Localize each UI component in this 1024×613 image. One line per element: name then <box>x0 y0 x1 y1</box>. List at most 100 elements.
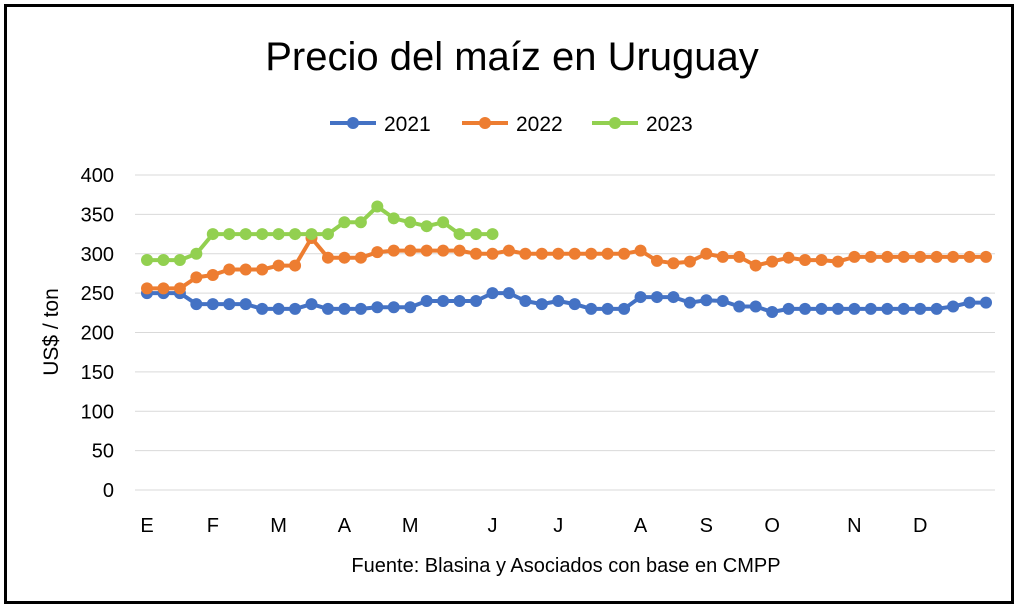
x-tick-label: S <box>700 515 713 537</box>
data-point <box>601 302 614 315</box>
data-point <box>239 263 252 276</box>
data-point <box>535 298 548 311</box>
data-point <box>354 216 367 229</box>
series-line <box>147 291 986 314</box>
data-point <box>683 296 696 309</box>
legend-label: 2023 <box>646 113 693 136</box>
data-point <box>256 302 269 315</box>
data-point <box>716 250 729 263</box>
data-point <box>980 296 992 309</box>
x-tick-label: M <box>402 515 419 537</box>
data-point <box>173 282 186 295</box>
data-point <box>321 228 334 241</box>
data-point <box>667 291 680 304</box>
data-point <box>650 291 663 304</box>
data-point <box>881 302 894 315</box>
data-point <box>206 269 219 282</box>
data-point <box>848 302 861 315</box>
data-point <box>947 300 960 313</box>
data-point <box>733 300 746 313</box>
data-point <box>453 228 466 241</box>
data-point <box>831 302 844 315</box>
data-point <box>387 301 400 314</box>
data-point <box>963 250 976 263</box>
y-tick-label: 400 <box>81 165 114 187</box>
data-point <box>831 255 844 268</box>
data-point <box>404 301 417 314</box>
data-point <box>223 298 236 311</box>
y-axis-ticks: 0 50 100 150 200 250 300 350 400 <box>81 165 114 502</box>
x-tick-label: J <box>487 515 497 537</box>
legend-swatch-marker <box>479 117 491 129</box>
data-point <box>453 244 466 257</box>
data-point <box>618 302 631 315</box>
data-point <box>173 254 186 267</box>
data-point <box>157 282 170 295</box>
data-point <box>749 259 762 272</box>
data-point <box>930 250 943 263</box>
data-point <box>914 250 927 263</box>
data-point <box>535 247 548 260</box>
series-line <box>147 204 493 263</box>
data-point <box>601 247 614 260</box>
data-point <box>980 250 992 263</box>
data-point <box>256 263 269 276</box>
legend: 2021 2022 2023 <box>330 113 693 136</box>
data-point <box>486 287 499 300</box>
x-tick-label: M <box>270 515 287 537</box>
legend-item-2023: 2023 <box>592 113 693 136</box>
data-point <box>782 251 795 264</box>
y-axis-label: US$ / ton <box>40 288 63 376</box>
x-tick-label: E <box>140 515 153 537</box>
data-point <box>667 257 680 270</box>
data-point <box>914 302 927 315</box>
data-point <box>453 295 466 307</box>
data-point <box>470 228 483 241</box>
data-point <box>321 302 334 315</box>
data-point <box>437 216 450 229</box>
data-point <box>305 228 318 241</box>
data-point <box>157 254 170 267</box>
source-note: Fuente: Blasina y Asociados con base en … <box>351 555 780 577</box>
data-point <box>420 295 433 307</box>
data-point <box>585 247 598 260</box>
data-point <box>700 247 713 260</box>
y-tick-label: 350 <box>81 204 114 226</box>
series-line <box>147 236 986 291</box>
data-point <box>930 302 943 315</box>
data-point <box>338 251 351 264</box>
y-tick-label: 150 <box>81 362 114 384</box>
gridlines <box>135 174 995 491</box>
data-point <box>897 250 910 263</box>
data-point <box>799 302 812 315</box>
data-point <box>815 302 828 315</box>
legend-item-2021: 2021 <box>330 113 431 136</box>
data-point <box>486 228 499 241</box>
data-point <box>141 254 153 267</box>
data-point <box>519 295 532 307</box>
data-point <box>470 247 483 260</box>
data-point <box>519 247 532 260</box>
data-point <box>799 254 812 267</box>
y-tick-label: 0 <box>103 480 114 502</box>
data-point <box>552 295 565 307</box>
data-point <box>766 306 779 319</box>
legend-swatch-marker <box>347 117 359 129</box>
data-point <box>749 300 762 313</box>
data-point <box>206 228 219 241</box>
legend-label: 2021 <box>384 113 431 136</box>
data-point <box>223 263 236 276</box>
data-point <box>848 250 861 263</box>
data-point <box>766 255 779 268</box>
data-point <box>650 254 663 267</box>
x-tick-label: A <box>338 515 352 537</box>
data-point <box>420 244 433 257</box>
data-point <box>634 291 647 304</box>
data-point <box>618 247 631 260</box>
data-point <box>289 259 302 272</box>
data-point <box>947 250 960 263</box>
data-point <box>305 298 318 311</box>
legend-label: 2022 <box>516 113 563 136</box>
data-point <box>502 244 515 257</box>
